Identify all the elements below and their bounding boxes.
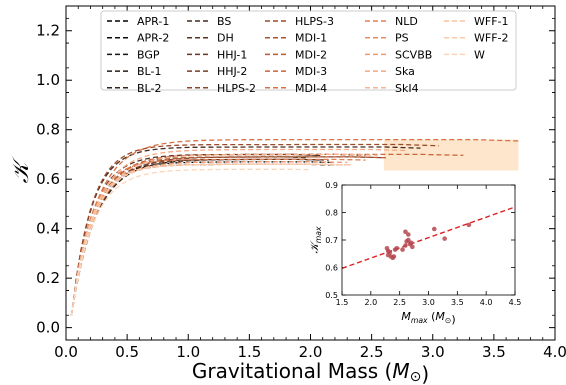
inset-y-tick-label: 0.6 bbox=[325, 264, 338, 273]
series-curve-nld bbox=[70, 158, 366, 316]
x-tick-label: 2.0 bbox=[299, 343, 323, 361]
legend-label-ska: Ska bbox=[395, 65, 415, 78]
legend-label-apr-1: APR-1 bbox=[137, 15, 169, 28]
x-tick-label: 2.5 bbox=[360, 343, 384, 361]
legend-label-bl-1: BL-1 bbox=[137, 65, 161, 78]
inset-fit-line bbox=[341, 206, 516, 269]
main-y-axis-label: 𝒦 bbox=[9, 156, 34, 183]
inset-ticks-group: 1.5 2.0 2.5 3.0 3.5 4.0 4.5 0.5 0.6 0.7 0.8 0.9 bbox=[325, 181, 521, 307]
inset-data-point bbox=[403, 243, 408, 248]
legend-label-mdi-2: MDI-2 bbox=[295, 48, 327, 61]
inset-background bbox=[300, 178, 522, 328]
series-curve-bl-1 bbox=[70, 153, 321, 316]
series-curve-ska bbox=[70, 148, 406, 316]
series-curve-hhj-1 bbox=[70, 158, 329, 316]
legend-label-bgp: BGP bbox=[137, 48, 160, 61]
legend-label-hhj-2: HHJ-2 bbox=[217, 65, 247, 78]
legend-label-hhj-1: HHJ-1 bbox=[217, 48, 247, 61]
inset-y-tick-label: 0.8 bbox=[325, 209, 338, 218]
legend-label-mdi-4: MDI-4 bbox=[295, 82, 327, 95]
legend-label-apr-2: APR-2 bbox=[137, 32, 169, 45]
inset-y-tick-label: 0.5 bbox=[325, 291, 338, 300]
legend-label-hlps-3: HLPS-3 bbox=[295, 15, 334, 28]
y-tick-label: 1.2 bbox=[36, 22, 60, 40]
inset-x-tick-label: 3.5 bbox=[451, 298, 464, 307]
series-curve-mdi-4 bbox=[70, 138, 519, 316]
y-tick-label: 1.0 bbox=[36, 71, 60, 89]
legend-label-mdi-3: MDI-3 bbox=[295, 65, 327, 78]
y-tick-label: 0.6 bbox=[36, 170, 60, 188]
inset-x-tick-label: 4.0 bbox=[480, 298, 493, 307]
inset-data-point bbox=[400, 247, 405, 252]
series-curve-apr-1 bbox=[70, 163, 333, 316]
inset-x-tick-label: 2.5 bbox=[393, 298, 406, 307]
x-tick-label: 0.5 bbox=[115, 343, 139, 361]
y-tick-label: 0.2 bbox=[36, 269, 60, 287]
confidence-band-group bbox=[383, 139, 519, 171]
inset-data-point bbox=[408, 240, 414, 246]
inset-x-tick-label: 4.5 bbox=[509, 298, 522, 307]
x-tick-label: 3.0 bbox=[421, 343, 445, 361]
x-tick-label: 1.5 bbox=[237, 343, 261, 361]
inset-x-tick-label: 1.5 bbox=[336, 298, 349, 307]
legend-label-bs: BS bbox=[217, 15, 231, 28]
legend-label-w: W bbox=[474, 48, 485, 61]
inset-data-point bbox=[394, 245, 400, 251]
main-plot-frame bbox=[65, 5, 556, 341]
inset-data-point bbox=[391, 254, 397, 259]
inset-data-point bbox=[406, 237, 411, 243]
main-x-axis-label: Gravitational Mass (M⊙) bbox=[192, 359, 429, 385]
inset-plot-frame bbox=[341, 184, 516, 296]
legend-label-scvbb: SCVBB bbox=[395, 48, 432, 61]
legend-label-nld: NLD bbox=[395, 15, 418, 28]
main-chart: 0.0 0.5 1.0 1.5 2.0 2.5 3.0 3.5 4.0 0.0 0.2 0.4 0.6 0… bbox=[9, 5, 566, 385]
series-curve-hlps-2 bbox=[70, 156, 384, 316]
inset-data-point bbox=[385, 248, 391, 254]
inset-x-tick-label: 3.0 bbox=[422, 298, 435, 307]
series-curve-wff-1 bbox=[70, 163, 348, 316]
inset-data-point bbox=[431, 226, 437, 232]
series-curve-hlps-3 bbox=[70, 143, 439, 316]
legend-label-dh: DH bbox=[217, 32, 234, 45]
x-tick-label: 0.0 bbox=[54, 343, 78, 361]
inset-y-tick-label: 0.9 bbox=[325, 181, 338, 190]
series-curve-bs bbox=[70, 146, 421, 316]
legend: APR-1 APR-2 BGP BL-1 BL-2 BS DH HHJ-1 HHJ-2 HLPS-… bbox=[100, 10, 517, 95]
inset-chart: 1.5 2.0 2.5 3.0 3.5 4.0 4.5 0.5 0.6 0.7 0.8 0.9 Mma… bbox=[300, 178, 522, 328]
inset-x-axis-label: Mmax (M⊙) bbox=[401, 310, 455, 326]
x-tick-label: 1.0 bbox=[176, 343, 200, 361]
legend-frame bbox=[100, 10, 517, 91]
inset-data-point bbox=[410, 244, 415, 250]
inset-data-point bbox=[442, 236, 447, 241]
x-tick-label: 4.0 bbox=[543, 343, 566, 361]
legend-label-mdi-1: MDI-1 bbox=[295, 32, 327, 45]
inset-fit-line-group bbox=[341, 206, 516, 269]
inset-x-tick-label: 2.0 bbox=[364, 298, 377, 307]
inset-data-point bbox=[406, 232, 411, 237]
inset-data-point bbox=[466, 222, 472, 228]
legend-label-bl-2: BL-2 bbox=[137, 82, 161, 95]
x-tick-label: 3.5 bbox=[482, 343, 506, 361]
legend-label-ps: PS bbox=[395, 32, 409, 45]
series-curve-mdi-3 bbox=[70, 153, 464, 316]
series-curve-wff-2 bbox=[70, 163, 354, 316]
legend-label-wff-1: WFF-1 bbox=[474, 15, 509, 28]
series-curves-group bbox=[70, 138, 519, 316]
inset-data-point bbox=[403, 229, 408, 235]
series-curve-dh bbox=[70, 153, 317, 316]
confidence-band bbox=[383, 139, 519, 171]
inset-y-tick-label: 0.7 bbox=[325, 236, 338, 245]
y-tick-label: 0.0 bbox=[36, 319, 60, 337]
y-tick-label: 0.4 bbox=[36, 220, 60, 238]
legend-label-ski4: SkI4 bbox=[395, 82, 419, 95]
legend-label-hlps-2: HLPS-2 bbox=[217, 82, 256, 95]
series-curve-ski4 bbox=[70, 153, 378, 316]
inset-points-group bbox=[384, 222, 472, 261]
y-tick-label: 0.8 bbox=[36, 121, 60, 139]
series-curve-w bbox=[70, 168, 311, 316]
legend-label-wff-2: WFF-2 bbox=[474, 32, 509, 45]
